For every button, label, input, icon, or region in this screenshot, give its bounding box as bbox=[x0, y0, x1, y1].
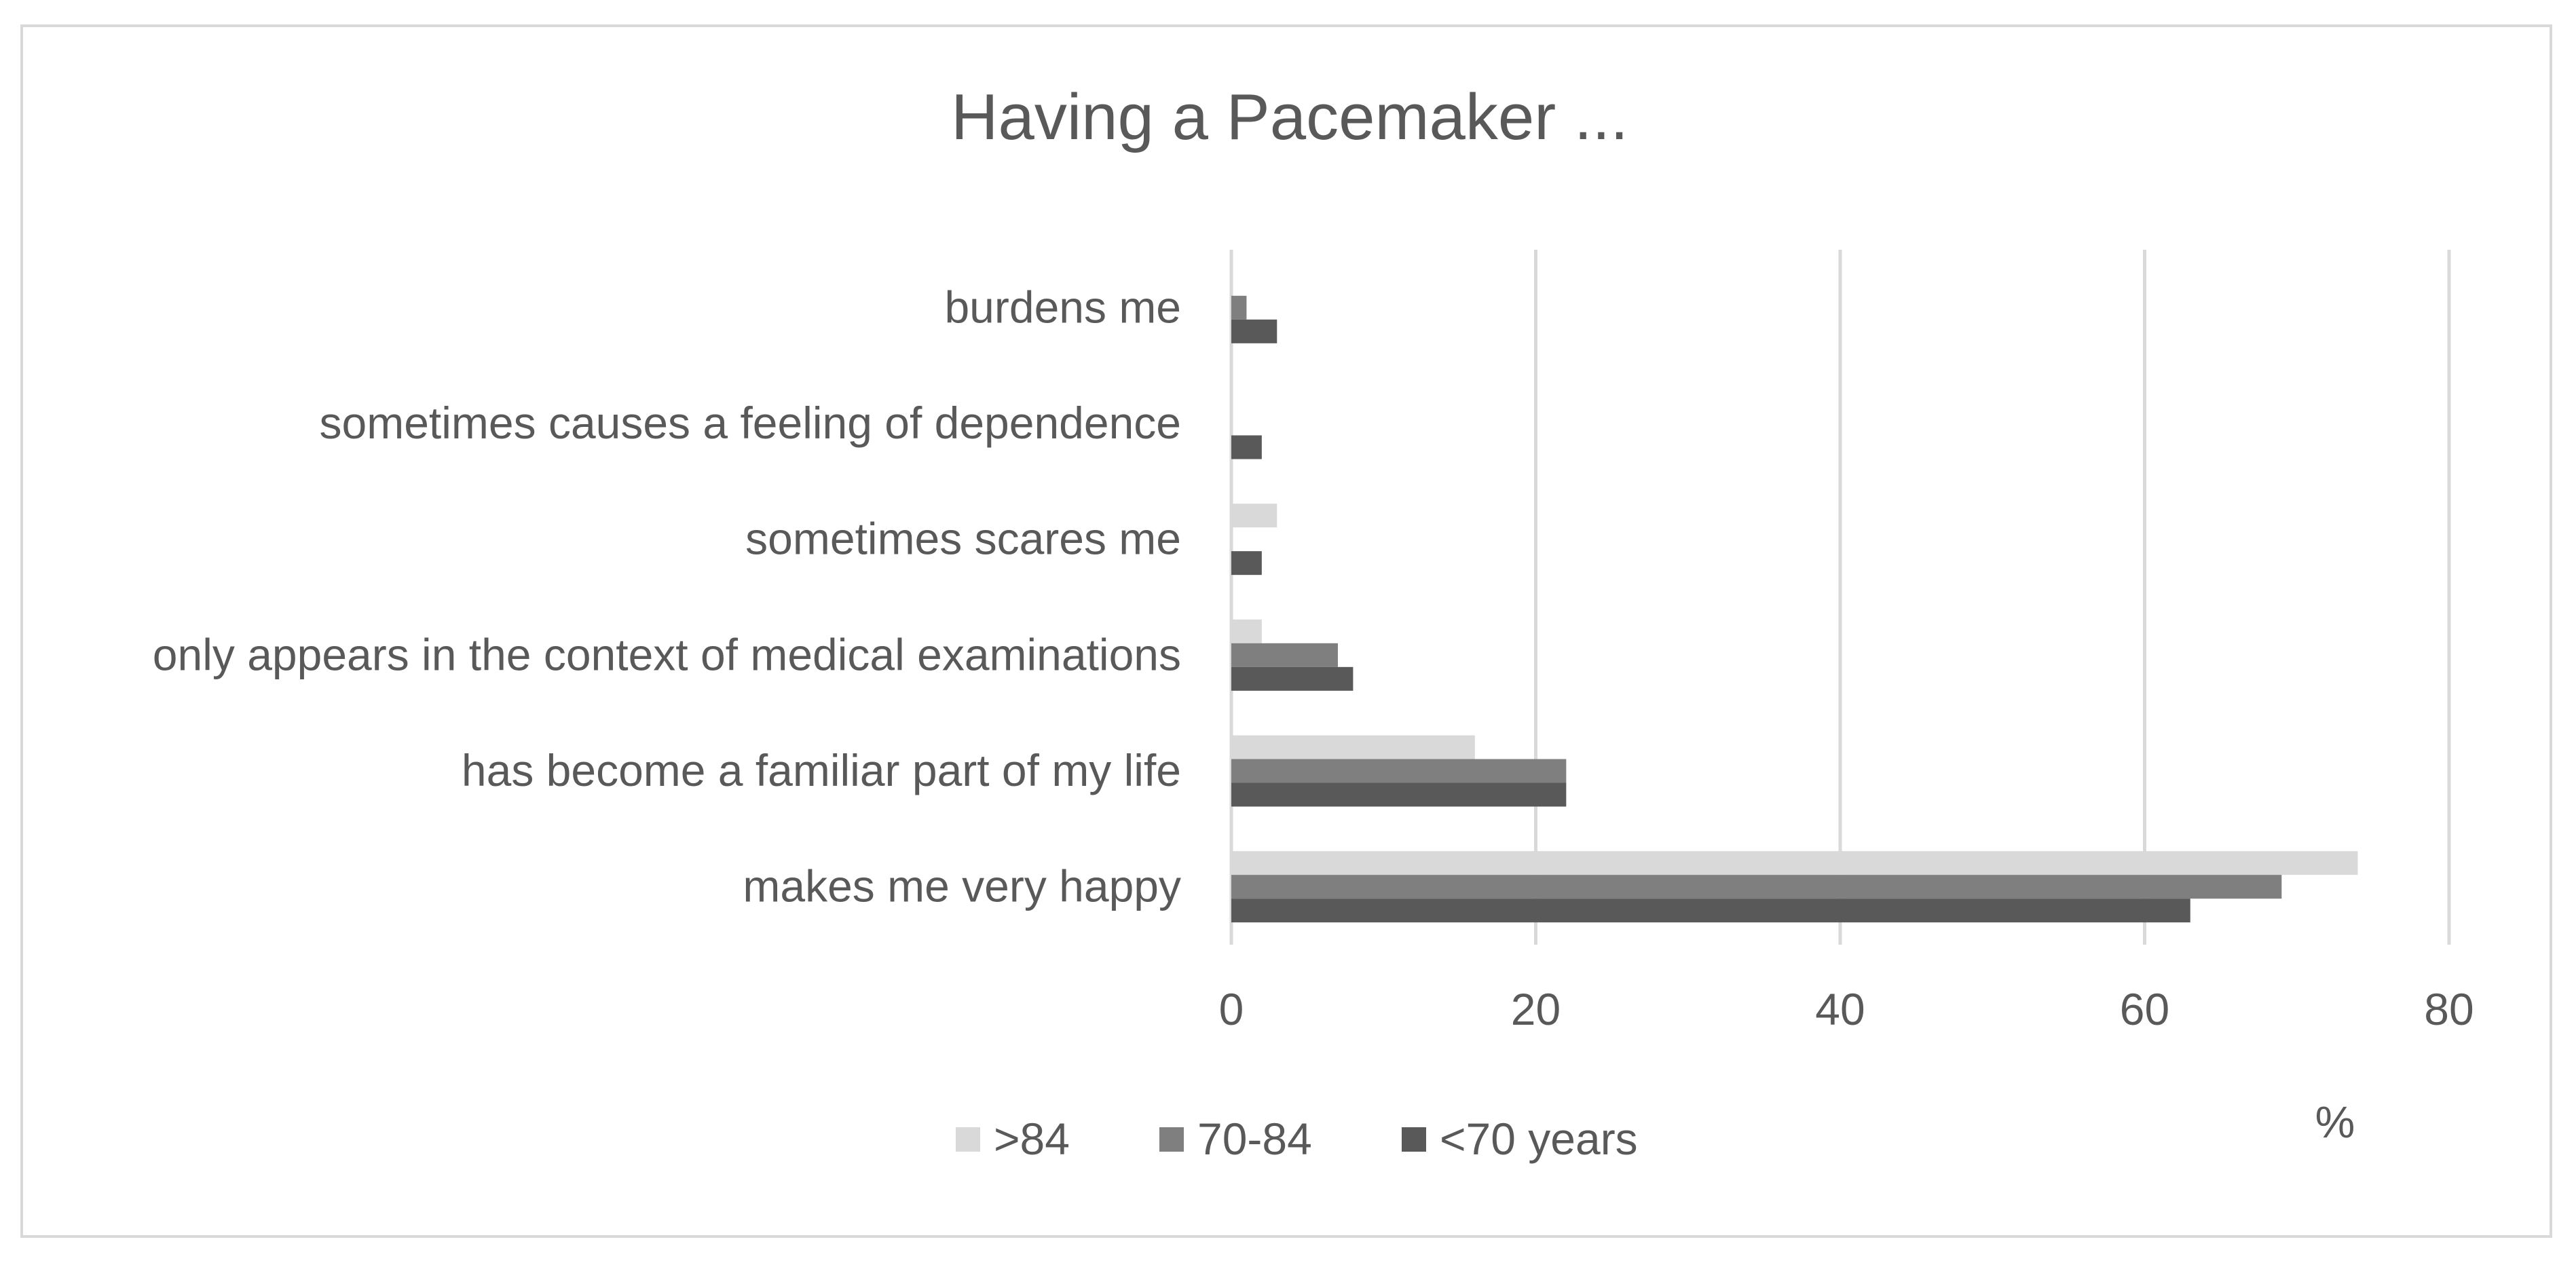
bar-2-5 bbox=[1231, 759, 1567, 783]
chart-frame bbox=[20, 24, 2552, 1238]
x-tick-label: 80 bbox=[2424, 984, 2474, 1034]
x-tick-label: 60 bbox=[2120, 984, 2169, 1034]
category-label: makes me very happy bbox=[743, 861, 1181, 911]
bar-3-5 bbox=[1231, 782, 1567, 807]
bar-3-1 bbox=[1231, 319, 1277, 343]
category-label: has become a familiar part of my life bbox=[462, 745, 1181, 795]
bar-3-2 bbox=[1231, 435, 1262, 459]
bars bbox=[1231, 295, 2358, 923]
x-axis-label: % bbox=[2315, 1097, 2355, 1147]
legend-swatch bbox=[1402, 1127, 1426, 1152]
legend-swatch bbox=[1159, 1127, 1184, 1152]
legend-label: <70 years bbox=[1440, 1114, 1638, 1164]
x-tick-label: 20 bbox=[1511, 984, 1561, 1034]
bar-3-4 bbox=[1231, 666, 1354, 691]
category-labels: burdens me sometimes causes a feeling of … bbox=[153, 282, 1181, 911]
bar-3-6 bbox=[1231, 899, 2190, 923]
bar-2-1 bbox=[1231, 295, 1247, 320]
category-label: only appears in the context of medical e… bbox=[153, 629, 1181, 679]
x-tick-labels: 0 20 40 60 80 bbox=[1219, 984, 2474, 1034]
x-tick-label: 40 bbox=[1815, 984, 1865, 1034]
category-label: burdens me bbox=[944, 282, 1181, 332]
bar-1-6 bbox=[1231, 851, 2358, 875]
category-label: sometimes scares me bbox=[745, 514, 1181, 564]
legend-swatch bbox=[956, 1127, 980, 1152]
legend-label: >84 bbox=[994, 1114, 1070, 1164]
bar-1-3 bbox=[1231, 504, 1277, 528]
legend: >84 70-84 <70 years bbox=[956, 1114, 1638, 1164]
chart-title: Having a Pacemaker ... bbox=[951, 81, 1628, 153]
bar-2-6 bbox=[1231, 875, 2282, 899]
legend-label: 70-84 bbox=[1197, 1114, 1312, 1164]
bar-3-3 bbox=[1231, 551, 1262, 575]
bar-2-4 bbox=[1231, 643, 1338, 667]
category-label: sometimes causes a feeling of dependence bbox=[320, 398, 1181, 448]
gridlines bbox=[1229, 250, 2451, 945]
bar-1-4 bbox=[1231, 619, 1262, 643]
bar-1-5 bbox=[1231, 735, 1475, 759]
x-tick-label: 0 bbox=[1219, 984, 1244, 1034]
